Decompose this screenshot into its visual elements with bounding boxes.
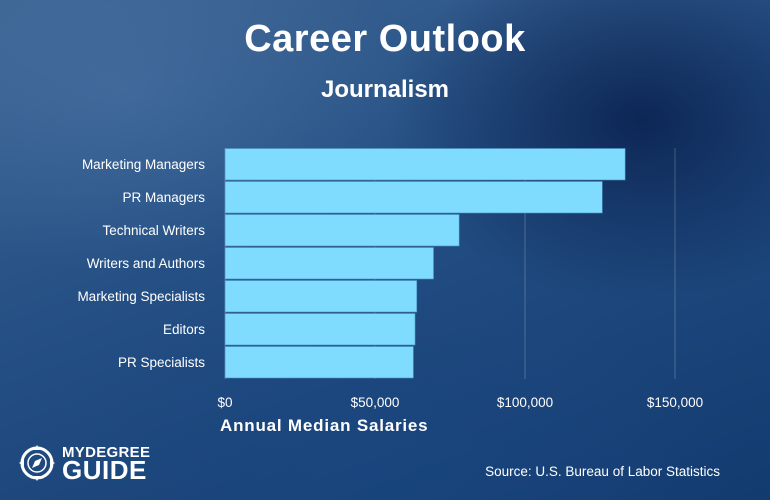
category-label: PR Managers xyxy=(122,190,205,205)
bar xyxy=(224,313,416,346)
category-label: PR Specialists xyxy=(118,355,205,370)
x-tick-label: $50,000 xyxy=(351,395,400,410)
compass-logo-icon xyxy=(19,445,55,481)
category-label: Marketing Specialists xyxy=(77,289,205,304)
x-axis-title: Annual Median Salaries xyxy=(220,416,429,435)
category-label: Editors xyxy=(163,322,205,337)
category-label: Marketing Managers xyxy=(82,157,205,172)
category-label: Technical Writers xyxy=(102,223,205,238)
x-tick-label: $100,000 xyxy=(497,395,553,410)
bar xyxy=(224,280,418,313)
bar xyxy=(224,247,434,280)
bars xyxy=(224,148,626,379)
bar xyxy=(224,346,414,379)
logo-text-bottom: GUIDE xyxy=(62,455,147,485)
x-tick-label: $150,000 xyxy=(647,395,703,410)
source-note: Source: U.S. Bureau of Labor Statistics xyxy=(485,464,720,479)
mydegreeguide-logo: MYDEGREE GUIDE xyxy=(18,441,151,485)
bar xyxy=(224,214,460,247)
x-tick-label: $0 xyxy=(217,395,232,410)
logo-text-top: MYDEGREE xyxy=(62,444,151,461)
chart-title: Career Outlook xyxy=(244,18,526,60)
bar xyxy=(224,181,603,214)
category-label: Writers and Authors xyxy=(87,256,206,271)
tick-labels: $0 $50,000 $100,000 $150,000 xyxy=(217,395,703,410)
chart-subtitle: Journalism xyxy=(320,76,450,103)
bar xyxy=(224,148,626,181)
category-labels: Marketing Managers PR Managers Technical W… xyxy=(77,157,205,370)
